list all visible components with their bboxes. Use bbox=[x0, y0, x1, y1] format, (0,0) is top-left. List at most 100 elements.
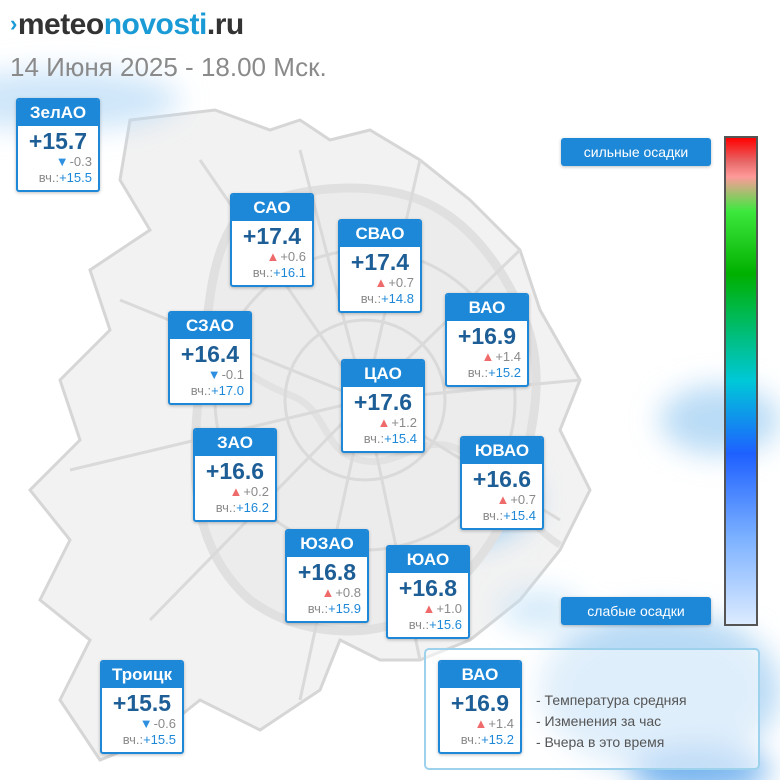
yesterday-value: +16.1 bbox=[273, 265, 306, 280]
district-card-yuao[interactable]: ЮАО +16.8 ▲+1.0 вч.:+15.6 bbox=[386, 545, 470, 639]
legend-line-change: - Изменения за час bbox=[536, 713, 662, 729]
triangle-up-icon: ▲ bbox=[422, 601, 436, 616]
triangle-up-icon: ▲ bbox=[374, 275, 388, 290]
yesterday-temp: вч.:+15.2 bbox=[440, 731, 520, 748]
legend-example-card: ВАО +16.9 ▲+1.4 вч.:+15.2 bbox=[438, 660, 522, 754]
yesterday-label: вч.: bbox=[252, 265, 274, 280]
triangle-up-icon: ▲ bbox=[229, 484, 243, 499]
district-card-tsao[interactable]: ЦАО +17.6 ▲+1.2 вч.:+15.4 bbox=[341, 359, 425, 453]
logo-text-novosti: novosti bbox=[103, 8, 208, 41]
triangle-up-icon: ▲ bbox=[266, 249, 280, 264]
district-name: ВАО bbox=[447, 295, 527, 321]
district-card-troitsk[interactable]: Троицк +15.5 ▼-0.6 вч.:+15.5 bbox=[100, 660, 184, 754]
district-temp: +16.9 bbox=[457, 323, 517, 349]
yesterday-value: +16.2 bbox=[236, 500, 269, 515]
hourly-change: ▲+0.7 bbox=[462, 492, 542, 507]
triangle-down-icon: ▼ bbox=[55, 154, 69, 169]
yesterday-temp: вч.:+15.2 bbox=[447, 364, 527, 381]
yesterday-value: +15.4 bbox=[384, 431, 417, 446]
yesterday-label: вч.: bbox=[360, 291, 382, 306]
district-name: ЗелАО bbox=[18, 100, 98, 126]
hourly-change-value: +0.6 bbox=[280, 249, 306, 264]
district-card-yuvao[interactable]: ЮВАО +16.6 ▲+0.7 вч.:+15.4 bbox=[460, 436, 544, 530]
hourly-change: ▲+0.6 bbox=[232, 249, 312, 264]
district-name: СЗАО bbox=[170, 313, 250, 339]
hourly-change: ▲+1.4 bbox=[440, 716, 520, 731]
district-name: САО bbox=[232, 195, 312, 221]
yesterday-temp: вч.:+15.4 bbox=[462, 507, 542, 524]
hourly-change: ▲+0.8 bbox=[287, 585, 367, 600]
yesterday-value: +15.4 bbox=[503, 508, 536, 523]
hourly-change: ▼-0.1 bbox=[170, 367, 250, 382]
triangle-down-icon: ▼ bbox=[139, 716, 153, 731]
yesterday-value: +15.2 bbox=[481, 732, 514, 747]
yesterday-temp: вч.:+15.5 bbox=[102, 731, 182, 748]
triangle-down-icon: ▼ bbox=[207, 367, 221, 382]
district-temp: +16.6 bbox=[472, 466, 532, 492]
hourly-change: ▲+0.7 bbox=[340, 275, 420, 290]
hourly-change-value: +0.8 bbox=[335, 585, 361, 600]
legend-descriptions: - Температура средняя - Изменения за час… bbox=[536, 690, 687, 753]
district-card-sao[interactable]: САО +17.4 ▲+0.6 вч.:+16.1 bbox=[230, 193, 314, 287]
yesterday-label: вч.: bbox=[190, 383, 212, 398]
hourly-change: ▲+1.0 bbox=[388, 601, 468, 616]
yesterday-temp: вч.:+15.5 bbox=[18, 169, 98, 186]
hourly-change: ▼-0.6 bbox=[102, 716, 182, 731]
yesterday-value: +15.9 bbox=[328, 601, 361, 616]
yesterday-label: вч.: bbox=[307, 601, 329, 616]
yesterday-temp: вч.:+15.9 bbox=[287, 600, 367, 617]
district-temp: +15.7 bbox=[28, 128, 88, 154]
legend-line-temperature: - Температура средняя bbox=[536, 692, 687, 708]
yesterday-temp: вч.:+15.4 bbox=[343, 430, 423, 447]
district-name: ЮАО bbox=[388, 547, 468, 573]
hourly-change: ▲+1.4 bbox=[447, 349, 527, 364]
district-temp: +17.4 bbox=[350, 249, 410, 275]
district-card-yuzao[interactable]: ЮЗАО +16.8 ▲+0.8 вч.:+15.9 bbox=[285, 529, 369, 623]
hourly-change: ▼-0.3 bbox=[18, 154, 98, 169]
yesterday-temp: вч.:+16.2 bbox=[195, 499, 275, 516]
yesterday-temp: вч.:+14.8 bbox=[340, 290, 420, 307]
district-temp: +16.6 bbox=[205, 458, 265, 484]
district-card-vao[interactable]: ВАО +16.9 ▲+1.4 вч.:+15.2 bbox=[445, 293, 529, 387]
triangle-up-icon: ▲ bbox=[481, 349, 495, 364]
district-card-zelao[interactable]: ЗелАО +15.7 ▼-0.3 вч.:+15.5 bbox=[16, 98, 100, 192]
yesterday-value: +15.6 bbox=[429, 617, 462, 632]
hourly-change-value: -0.1 bbox=[221, 367, 244, 382]
hourly-change-value: +0.7 bbox=[388, 275, 414, 290]
triangle-up-icon: ▲ bbox=[496, 492, 510, 507]
logo-text-domain: .ru bbox=[206, 8, 244, 41]
yesterday-label: вч.: bbox=[467, 365, 489, 380]
district-name: ЗАО bbox=[195, 430, 275, 456]
district-temp: +16.8 bbox=[398, 575, 458, 601]
district-temp: +16.8 bbox=[297, 559, 357, 585]
district-card-zao[interactable]: ЗАО +16.6 ▲+0.2 вч.:+16.2 bbox=[193, 428, 277, 522]
triangle-up-icon: ▲ bbox=[474, 716, 488, 731]
district-name: СВАО bbox=[340, 221, 420, 247]
site-logo[interactable]: ›meteonovosti.ru bbox=[10, 6, 244, 43]
yesterday-value: +15.2 bbox=[488, 365, 521, 380]
yesterday-label: вч.: bbox=[460, 732, 482, 747]
scale-label-light: слабые осадки bbox=[561, 597, 711, 625]
hourly-change-value: -0.6 bbox=[153, 716, 176, 731]
yesterday-label: вч.: bbox=[122, 732, 144, 747]
district-name: ВАО bbox=[440, 662, 520, 688]
district-card-svao[interactable]: СВАО +17.4 ▲+0.7 вч.:+14.8 bbox=[338, 219, 422, 313]
hourly-change: ▲+1.2 bbox=[343, 415, 423, 430]
yesterday-label: вч.: bbox=[215, 500, 237, 515]
forecast-datetime: 14 Июня 2025 - 18.00 Мск. bbox=[10, 52, 327, 82]
district-name: ЮЗАО bbox=[287, 531, 367, 557]
yesterday-value: +15.5 bbox=[59, 170, 92, 185]
hourly-change-value: +1.0 bbox=[436, 601, 462, 616]
district-name: ЮВАО bbox=[462, 438, 542, 464]
yesterday-label: вч.: bbox=[408, 617, 430, 632]
yesterday-value: +17.0 bbox=[211, 383, 244, 398]
district-temp: +17.4 bbox=[242, 223, 302, 249]
yesterday-temp: вч.:+16.1 bbox=[232, 264, 312, 281]
hourly-change-value: -0.3 bbox=[69, 154, 92, 169]
scale-label-heavy: сильные осадки bbox=[561, 138, 711, 166]
district-temp: +15.5 bbox=[112, 690, 172, 716]
triangle-up-icon: ▲ bbox=[321, 585, 335, 600]
district-temp: +16.4 bbox=[180, 341, 240, 367]
hourly-change: ▲+0.2 bbox=[195, 484, 275, 499]
district-card-szao[interactable]: СЗАО +16.4 ▼-0.1 вч.:+17.0 bbox=[168, 311, 252, 405]
